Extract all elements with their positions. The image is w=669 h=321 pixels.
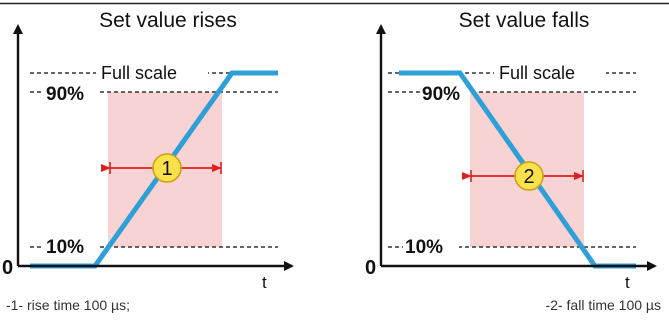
level-10-label: 10% [46,237,84,258]
panel-fall: Set value falls Full scale 90% 10% 0 t 2 [365,9,657,292]
full-scale-label: Full scale [101,63,177,83]
level-10-label-bg [403,234,459,256]
marker-2-label: 2 [523,166,534,188]
marker-1-label: 1 [161,158,172,180]
marker-1-circle [152,153,182,183]
level-10-label: 10% [405,237,443,258]
panel-fall-title: Set value falls [459,9,590,32]
panel-rise: Set value rises Full scale 90% 10% 0 t 1 [2,9,294,292]
time-axis-label: t [262,273,267,292]
zero-label: 0 [365,257,376,279]
caption-rise-time: -1- rise time 100 µs; [6,297,130,313]
full-scale-label-bg [96,60,208,82]
time-axis-label: t [625,273,630,292]
zero-label: 0 [2,257,13,279]
level-90-label: 90% [46,84,84,105]
level-90-label-bg [421,80,469,104]
level-90-label: 90% [422,84,460,105]
level-90-label-bg [44,80,100,104]
full-scale-label: Full scale [499,63,575,83]
marker-2-circle [514,161,544,191]
level-10-label-bg [44,234,100,256]
full-scale-label-bg [494,60,606,82]
panel-rise-title: Set value rises [99,9,237,32]
caption-fall-time: -2- fall time 100 µs [545,297,661,313]
